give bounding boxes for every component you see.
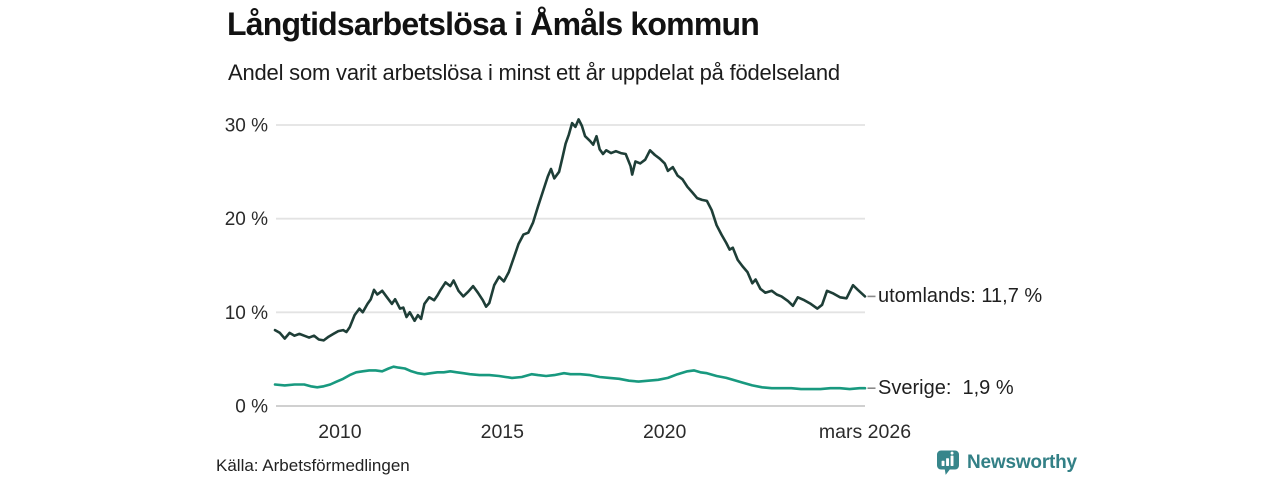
y-tick-label: 20 % bbox=[225, 209, 268, 230]
chart-subtitle: Andel som varit arbetslösa i minst ett å… bbox=[228, 60, 840, 85]
newsworthy-wordmark: Newsworthy bbox=[967, 452, 1077, 473]
y-tick-label: 0 % bbox=[235, 397, 268, 418]
chart-title: Långtidsarbetslösa i Åmåls kommun bbox=[227, 6, 760, 42]
x-tick-label: 2020 bbox=[643, 421, 687, 443]
x-tick-label: 2015 bbox=[481, 421, 525, 443]
x-tick-label: mars 2026 bbox=[819, 421, 911, 443]
newsworthy-logo: Newsworthy bbox=[936, 449, 1077, 477]
y-tick-label: 30 % bbox=[225, 115, 268, 136]
series-label-Sverige: Sverige: 1,9 % bbox=[878, 377, 1014, 400]
source-label: Källa: Arbetsförmedlingen bbox=[216, 456, 410, 475]
newsworthy-bubble-chart-icon bbox=[937, 450, 959, 475]
x-tick-label: 2010 bbox=[318, 421, 362, 443]
series-line-utomlands bbox=[273, 118, 867, 342]
y-tick-label: 10 % bbox=[225, 303, 268, 324]
series-line-Sverige bbox=[273, 365, 867, 391]
series-label-utomlands: utomlands: 11,7 % bbox=[878, 285, 1043, 308]
